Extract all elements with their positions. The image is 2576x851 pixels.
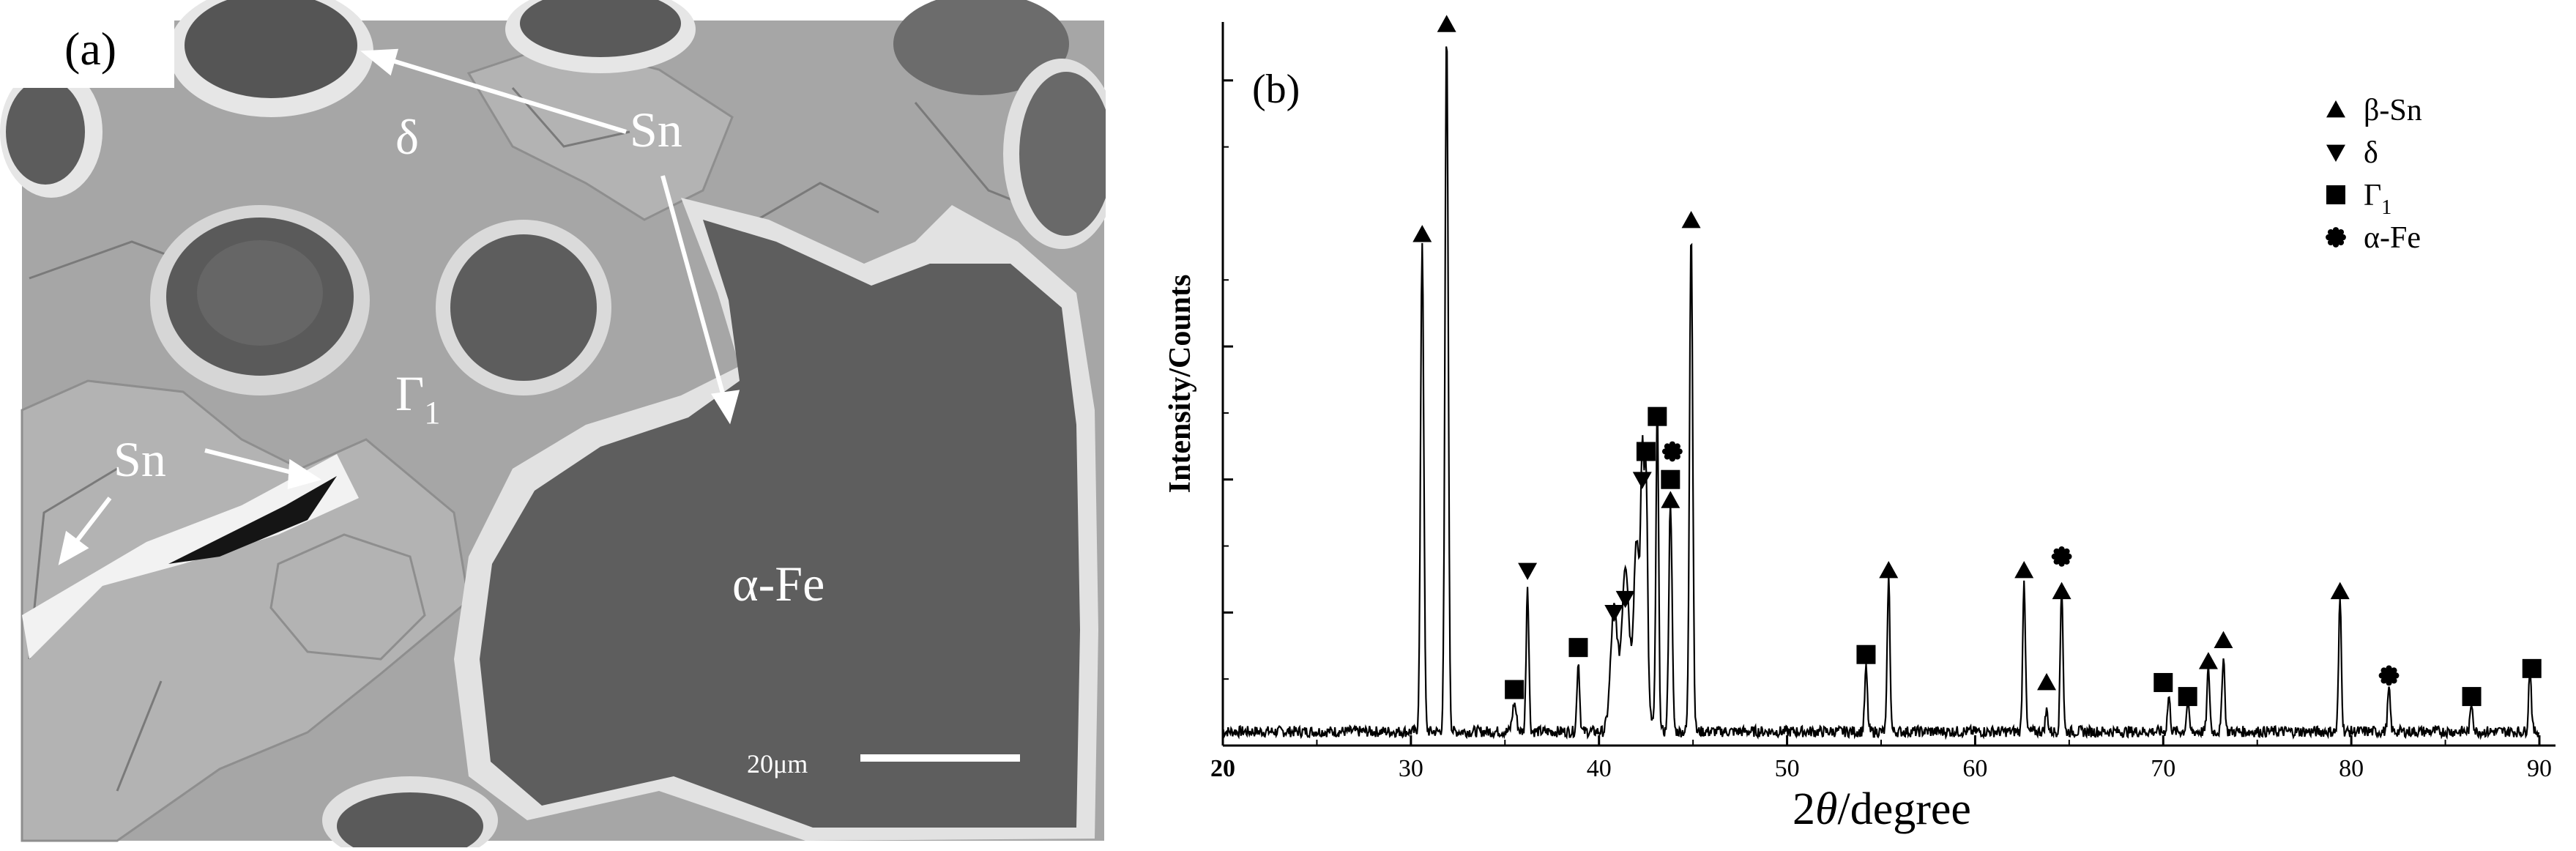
beta-Sn-peak-marker (1661, 491, 1680, 508)
beta-Sn-peak-marker (1412, 225, 1432, 242)
gamma1-peak-marker (2522, 658, 2542, 678)
delta-peak-marker (1615, 590, 1635, 609)
legend-gamma1-marker (2326, 185, 2345, 204)
gamma1-peak-marker (1648, 406, 1667, 426)
panel-b-label: (b) (1252, 67, 1300, 112)
gamma1-peak-marker (1505, 680, 1525, 699)
delta-peak-marker (1518, 562, 1538, 580)
phase-labels: δ Sn Γ1 Sn α-Fe (113, 102, 824, 612)
beta-Sn-peak-marker (2037, 672, 2057, 691)
alpha-Fe-peak-marker (2378, 665, 2400, 686)
alpha-fe-label: α-Fe (732, 556, 824, 612)
beta-Sn-peak-marker (2198, 652, 2218, 669)
beta-Sn-peak-marker (1681, 211, 1701, 228)
legend-alpha-Fe-label: α-Fe (2364, 221, 2421, 255)
x-axis-ticks: 20 30 40 50 60 70 80 90 (1210, 735, 2552, 782)
legend-delta-label: δ (2364, 136, 2378, 170)
gamma1-peak-marker (2154, 672, 2173, 692)
sn-phase-region (22, 454, 359, 659)
gamma1-peak-marker (1636, 442, 1656, 461)
gamma1-peak-marker (2178, 687, 2197, 707)
scale-bar-label: 20μm (747, 749, 808, 778)
y-axis-ticks (1223, 79, 1233, 680)
x-tick-label: 70 (2151, 755, 2175, 782)
micrograph-texture (22, 21, 1104, 841)
phase-markers (1412, 15, 2542, 707)
alpha-fe-particles (0, 0, 1120, 851)
gamma1-label: Γ1 (395, 365, 440, 431)
x-tick-label: 80 (2339, 755, 2364, 782)
beta-Sn-peak-marker (2014, 561, 2034, 579)
diffraction-curve (1222, 46, 2540, 740)
beta-Sn-peak-marker (2214, 631, 2233, 648)
gamma1-peak-marker (1568, 638, 1588, 658)
gamma1-peak-marker (1661, 469, 1680, 489)
legend-gamma1-label: Γ1 (2364, 179, 2391, 219)
delta-label: δ (395, 109, 419, 165)
scale-bar (860, 754, 1020, 762)
x-tick-label: 20 (1210, 755, 1235, 782)
gamma1-peak-marker (2462, 687, 2482, 707)
legend-alpha-Fe-marker (2326, 227, 2346, 248)
x-tick-label: 30 (1399, 755, 1423, 782)
sem-micrograph-panel: (a) δ Sn Γ1 Sn α-Fe 20μm (0, 0, 1120, 851)
beta-Sn-peak-marker (2330, 581, 2350, 600)
beta-Sn-peak-marker (1437, 15, 1456, 32)
xrd-trace (1222, 46, 2540, 740)
y-axis-label: Intensity/Counts (1164, 275, 1197, 494)
panel-a-label-text: (a) (64, 23, 116, 75)
xrd-chart-panel: 20 30 40 50 60 70 80 90 (b) Intensity/Counts 2θ… (1106, 0, 2576, 847)
x-tick-label: 50 (1775, 755, 1800, 782)
x-axis-label: 2θ/degree (1793, 784, 1971, 834)
alpha-Fe-peak-marker (1661, 441, 1683, 462)
sem-micrograph: (a) δ Sn Γ1 Sn α-Fe 20μm (0, 0, 1120, 851)
gamma1-peak-marker (1856, 644, 1876, 664)
delta-peak-marker (1632, 472, 1652, 489)
beta-Sn-peak-marker (2052, 581, 2071, 600)
annotation-arrows (58, 48, 740, 565)
delta-peak-marker (1604, 604, 1624, 623)
alpha-Fe-peak-marker (2051, 546, 2072, 567)
panel-label-background (0, 0, 174, 88)
x-tick-label: 60 (1962, 755, 1987, 782)
plot-frame (1221, 22, 2555, 747)
legend: β-Sn δ Γ1α-Fe (2326, 94, 2422, 255)
xrd-chart: 20 30 40 50 60 70 80 90 (b) Intensity/Counts 2θ… (1164, 15, 2555, 834)
legend-beta-Sn-label: β-Sn (2364, 94, 2422, 127)
x-tick-label: 40 (1587, 755, 1612, 782)
legend-beta-Sn-marker (2326, 100, 2345, 118)
x-tick-label: 90 (2527, 755, 2552, 782)
legend-delta-marker (2326, 144, 2345, 162)
sn-label-left: Sn (113, 431, 166, 487)
sn-label-top: Sn (630, 102, 682, 157)
beta-Sn-peak-marker (1879, 561, 1899, 579)
